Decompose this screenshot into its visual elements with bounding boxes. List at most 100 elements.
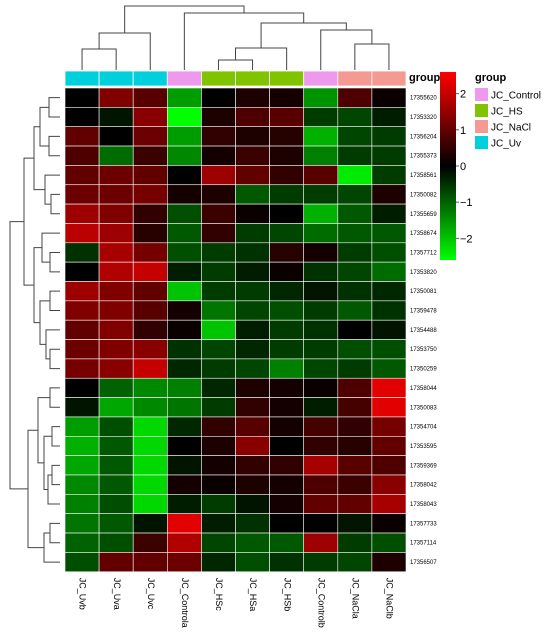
- heatmap-cell: [303, 223, 339, 244]
- group-annotation-cell: [98, 70, 134, 87]
- heatmap-cell: [269, 494, 305, 515]
- heatmap-cell: [269, 532, 305, 553]
- heatmap-cell: [132, 203, 168, 224]
- column-label: JC_Uvb: [78, 578, 88, 610]
- heatmap-cell: [337, 339, 373, 360]
- legend-label: JC_HS: [491, 107, 523, 118]
- heatmap-cell: [98, 203, 134, 224]
- heatmap-cell: [337, 145, 373, 166]
- heatmap-cell: [235, 319, 270, 340]
- row-label: 17359369: [410, 463, 437, 469]
- legend-swatch: [475, 136, 488, 149]
- heatmap-cell: [303, 435, 339, 456]
- heatmap-cell: [269, 165, 305, 186]
- heatmap-cell: [201, 435, 236, 456]
- heatmap-cell: [201, 281, 236, 302]
- heatmap-cell: [98, 358, 134, 379]
- heatmap-cell: [64, 87, 100, 108]
- heatmap-cell: [269, 416, 305, 437]
- row-label: 17358674: [410, 231, 437, 237]
- heatmap-cell: [371, 494, 407, 515]
- heatmap-cell: [64, 532, 100, 553]
- heatmap-cell: [371, 87, 407, 108]
- heatmap-cell: [201, 494, 236, 515]
- heatmap-cell: [269, 455, 305, 476]
- group-annotation-cell: [337, 70, 373, 87]
- row-label: 17355373: [410, 154, 437, 160]
- group-annotation-cell: [166, 70, 202, 87]
- heatmap-cell: [337, 416, 373, 437]
- heatmap-cell: [371, 223, 407, 244]
- heatmap-cell: [337, 435, 373, 456]
- heatmap-cell: [167, 339, 202, 360]
- column-label: JC_NaClb: [385, 578, 395, 619]
- heatmap-cell: [303, 203, 339, 224]
- heatmap-cell: [98, 455, 134, 476]
- row-label: 17357114: [410, 541, 437, 547]
- dendrogram-branch: [41, 232, 60, 263]
- heatmap-cell: [371, 532, 407, 553]
- heatmap-cell: [167, 165, 202, 186]
- dendrogram-branch: [49, 522, 60, 544]
- heatmap-cell: [371, 416, 407, 437]
- heatmap-cell: [269, 397, 305, 418]
- heatmap-cell: [337, 261, 373, 282]
- heatmap-cell: [201, 145, 236, 166]
- heatmap-cell: [98, 281, 134, 302]
- dendrogram-branch: [33, 247, 42, 324]
- heatmap-cell: [167, 261, 202, 282]
- heatmap-cell: [303, 145, 339, 166]
- group-annotation-cell: [132, 70, 168, 87]
- group-annotation-cell: [269, 70, 305, 87]
- heatmap-cell: [201, 455, 236, 476]
- heatmap-cell: [98, 319, 134, 340]
- row-label: 17354704: [410, 425, 437, 431]
- heatmap-cell: [371, 513, 407, 534]
- colorbar-gradient: [440, 72, 456, 260]
- heatmap-cell: [235, 242, 270, 263]
- heatmap-cell: [371, 126, 407, 147]
- heatmap-cell: [201, 358, 236, 379]
- row-label: 17358561: [410, 173, 437, 179]
- heatmap-cell: [201, 300, 236, 321]
- heatmap-cell: [303, 494, 339, 515]
- group-annotation-cell: [303, 70, 339, 87]
- heatmap-cell: [132, 513, 168, 534]
- dendrogram-branch: [49, 348, 60, 370]
- heatmap-cell: [98, 474, 134, 495]
- heatmap-cell: [371, 107, 407, 127]
- heatmap-cell: [167, 87, 202, 108]
- legend-swatch: [475, 104, 488, 117]
- heatmap-cell: [98, 339, 134, 360]
- heatmap-cell: [98, 165, 134, 186]
- heatmap-cell: [167, 358, 202, 379]
- heatmap-cell: [235, 107, 270, 127]
- heatmap-cell: [337, 87, 373, 108]
- heatmap-cell: [167, 455, 202, 476]
- row-label: 17358043: [410, 502, 437, 508]
- heatmap-cells: [64, 87, 407, 573]
- heatmap-cell: [64, 513, 100, 534]
- heatmap-cell: [303, 184, 339, 205]
- heatmap-cell: [303, 126, 339, 147]
- dendrogram-branch: [260, 22, 347, 48]
- dendrogram-branch: [51, 464, 60, 486]
- heatmap-cell: [167, 281, 202, 302]
- heatmap-cell: [337, 552, 373, 573]
- heatmap-cell: [167, 107, 202, 127]
- row-dendrogram: [9, 97, 60, 563]
- heatmap-cell: [269, 184, 305, 205]
- dendrogram-branch: [27, 429, 44, 549]
- heatmap-cell: [303, 107, 339, 127]
- dendrogram-branch: [217, 59, 254, 70]
- heatmap-cell: [201, 377, 236, 398]
- heatmap-cell: [201, 474, 236, 495]
- heatmap-cell: [235, 358, 270, 379]
- heatmap-cell: [371, 281, 407, 302]
- heatmap-cell: [371, 145, 407, 166]
- heatmap-cell: [235, 145, 270, 166]
- dendrogram-branch: [47, 474, 60, 505]
- heatmap-cell: [303, 455, 339, 476]
- heatmap-cell: [64, 261, 100, 282]
- row-label: 17353820: [410, 270, 437, 276]
